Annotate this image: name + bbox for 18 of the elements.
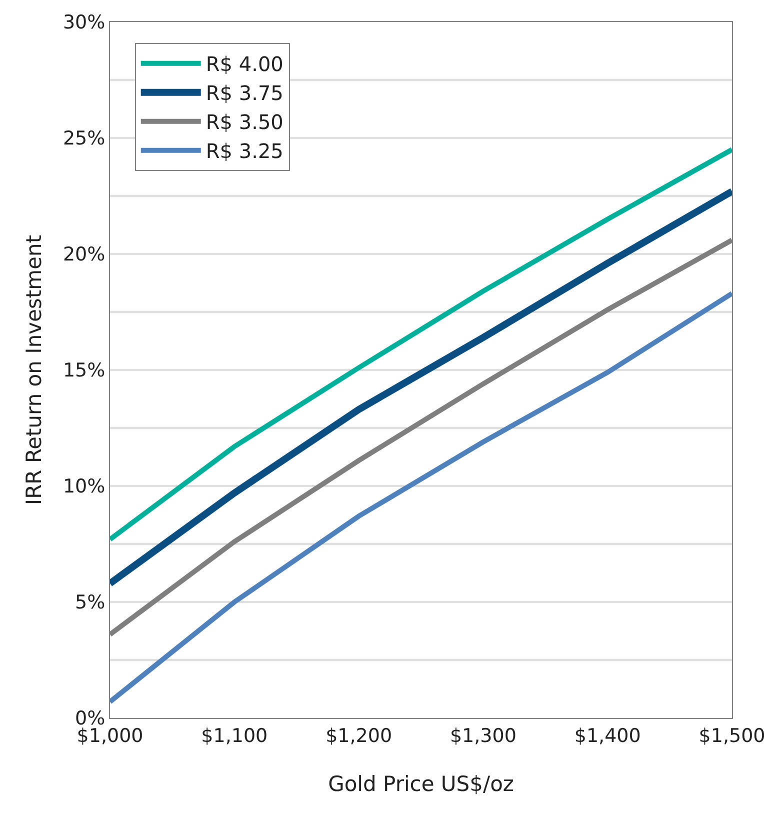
y-tick-label: 30% <box>62 12 106 34</box>
x-tick-label: $1,100 <box>201 724 268 747</box>
legend-label: R$ 3.25 <box>206 139 284 164</box>
x-tick-label: $1,000 <box>76 724 144 747</box>
y-tick-label: 25% <box>62 128 106 150</box>
x-tick-label: $1,400 <box>574 724 641 747</box>
legend-label: R$ 3.75 <box>206 81 284 106</box>
y-tick-label: 10% <box>62 476 106 498</box>
y-tick-label: 5% <box>75 592 106 614</box>
x-tick-label: $1,300 <box>450 724 516 747</box>
x-axis-title: Gold Price US$/oz <box>328 772 514 796</box>
legend-label: R$ 4.00 <box>206 52 284 76</box>
y-tick-label: 20% <box>62 244 106 266</box>
y-axis-title: IRR Return on Investment <box>22 234 46 506</box>
y-tick-label: 15% <box>62 360 106 382</box>
x-tick-label: $1,200 <box>326 724 392 747</box>
x-tick-label: $1,500 <box>698 724 766 747</box>
legend-label: R$ 3.50 <box>206 110 284 134</box>
